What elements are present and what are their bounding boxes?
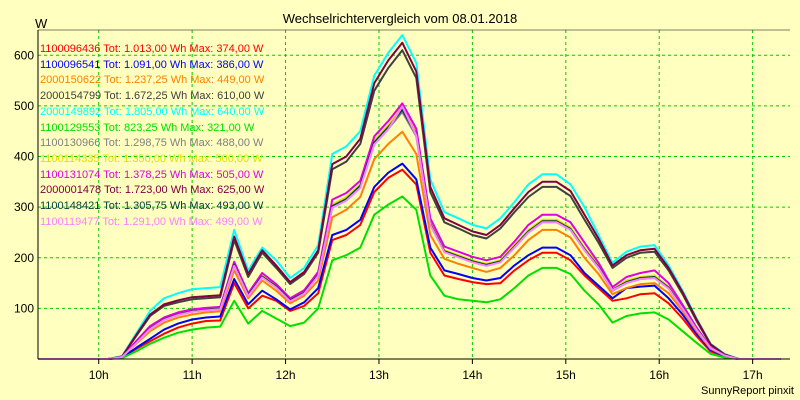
x-tick-label: 14h	[462, 368, 482, 382]
series-line-2	[38, 130, 781, 360]
legend-entry-6: 1100130966 Tot: 1.298,75 Wh Max: 488,00 …	[40, 137, 264, 150]
series-line-11	[38, 105, 781, 360]
legend-entry-1: 1100096541 Tot: 1.091,00 Wh Max: 386,00 …	[40, 58, 264, 71]
y-tick-label: 300	[14, 200, 34, 214]
axes	[37, 29, 790, 364]
legend-entry-7: 1100114335 Tot: 1.350,00 Wh Max: 500,00 …	[40, 152, 263, 165]
tick-labels: 100 200 300 400 500 600 10h 11h 12h 13h 14h 15h 16h 1…	[14, 48, 763, 382]
grid	[38, 30, 790, 359]
chart-title: Wechselrichtervergleich vom 08.01.2018	[282, 11, 518, 26]
x-tick-label: 13h	[369, 368, 389, 382]
x-tick-label: 10h	[89, 368, 109, 382]
credit-label: SunnyReport pinxit	[701, 385, 794, 397]
series-line-4	[38, 34, 781, 360]
x-tick-label: 11h	[183, 368, 202, 382]
series-line-3	[38, 49, 781, 360]
series-line-0	[38, 168, 781, 360]
series-lines	[38, 34, 781, 360]
legend-entry-11: 1100119477 Tot: 1.291,00 Wh Max: 499,00 …	[40, 215, 263, 228]
series-line-1	[38, 162, 781, 360]
legend-entry-9: 2000001478 Tot: 1.723,00 Wh Max: 625,00 …	[40, 184, 265, 197]
y-tick-label: 600	[14, 48, 34, 62]
legend-entry-5: 1100129553 Tot: 823,25 Wh Max: 321,00 W	[40, 121, 255, 134]
x-tick-label: 12h	[276, 368, 296, 382]
legend-entry-0: 1100096436 Tot: 1.013,00 Wh Max: 374,00 …	[40, 43, 264, 55]
legend-entry-8: 1100131074 Tot: 1.378,25 Wh Max: 505,00 …	[40, 168, 264, 181]
series-line-8	[38, 102, 781, 360]
series-line-9	[38, 41, 781, 360]
series-line-5	[38, 195, 781, 360]
x-tick-label: 17h	[743, 368, 763, 382]
legend: 1100096436 Tot: 1.013,00 Wh Max: 374,00 …	[40, 42, 264, 230]
y-tick-label: 500	[14, 99, 34, 113]
legend-entry-4: 2000149892 Tot: 1.805,00 Wh Max: 640,00 …	[40, 105, 265, 118]
y-tick-label: 200	[14, 251, 34, 265]
legend-entry-2: 2000150622 Tot: 1.237,25 Wh Max: 449,00 …	[40, 74, 265, 87]
y-tick-label: 400	[14, 150, 34, 164]
x-tick-label: 15h	[556, 368, 576, 382]
x-tick-label: 16h	[649, 368, 669, 382]
legend-entry-3: 2000154799 Tot: 1.672,25 Wh Max: 610,00 …	[40, 90, 265, 103]
y-axis-label: W	[35, 16, 48, 31]
legend-entry-10: 1100148421 Tot: 1.305,75 Wh Max: 493,00 …	[40, 200, 264, 213]
y-tick-label: 100	[14, 301, 34, 315]
